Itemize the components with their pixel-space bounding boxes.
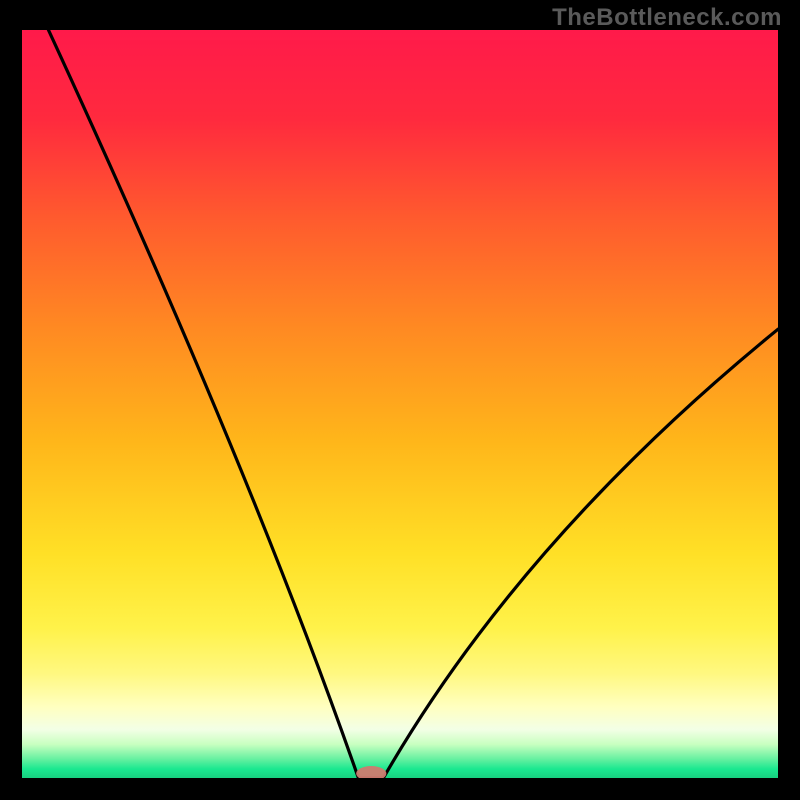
- plot-area: [22, 30, 778, 778]
- watermark-text: TheBottleneck.com: [552, 4, 782, 32]
- gradient-rect: [22, 30, 778, 778]
- chart-frame: TheBottleneck.com: [0, 0, 800, 800]
- chart-svg: [22, 30, 778, 778]
